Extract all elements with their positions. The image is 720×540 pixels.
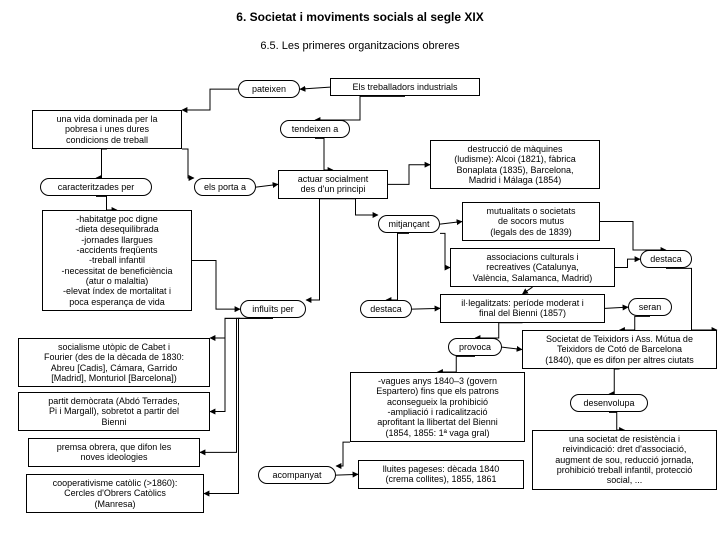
node-treballadors: Els treballadors industrials: [330, 78, 480, 96]
edge-tendeixen-actuar: [315, 138, 333, 170]
node-acompanyat: acompanyat: [258, 466, 336, 484]
node-resistencia: una societat de resistència ireivindicac…: [532, 430, 717, 490]
edge-provoca-teixidors: [502, 347, 522, 349]
node-tendeixen: tendeixen a: [280, 120, 350, 138]
edge-caracteritz-habitatge: [96, 196, 117, 210]
edge-actuar-mitjancant: [333, 199, 378, 215]
edge-acompanyat-lluites: [336, 474, 358, 475]
edge-porta-actuar: [256, 184, 278, 187]
node-desenvolupa: desenvolupa: [570, 394, 648, 412]
edge-influits-partit: [210, 318, 240, 411]
edge-associacions-destaca1: [615, 259, 640, 267]
edge-desenvolupa-resistencia: [609, 412, 625, 430]
node-vida: una vida dominada per lapobresa i unes d…: [32, 110, 182, 149]
edge-teixidors-desenvolupa: [609, 369, 620, 394]
edge-illegal-provoca: [475, 323, 523, 338]
node-seran: seran: [628, 298, 672, 316]
edge-vida-porta: [182, 149, 194, 178]
edge-habitatge-influits: [192, 261, 240, 310]
node-premsa: premsa obrera, que difon lesnoves ideolo…: [28, 438, 200, 467]
edge-seran-teixidors: [620, 316, 651, 330]
edge-mutualitats-destaca1: [600, 222, 666, 250]
node-vagues: -vagues anys 1840–3 (governEspartero) fi…: [350, 372, 525, 442]
node-destaca1: destaca: [640, 250, 692, 268]
node-habitatge: -habitatge poc digne-dieta desequilibrad…: [42, 210, 192, 311]
edge-mitjancant-mutualitats: [440, 222, 462, 225]
node-caracteritz: caracteritzades per: [40, 178, 152, 196]
edge-mitjancant-destaca2: [386, 233, 409, 300]
edge-destaca1-teixidors: [666, 268, 717, 330]
node-teixidors: Societat de Teixidors i Ass. Mútua deTei…: [522, 330, 717, 369]
edge-vida-caracteritz: [96, 149, 107, 178]
edge-associacions-illegal: [523, 287, 533, 294]
node-associacions: associacions culturals irecreatives (Cat…: [450, 248, 615, 287]
node-mutualitats: mutualitats o societatsde socors mutus(l…: [462, 202, 600, 241]
edge-pateixen-vida: [182, 89, 238, 110]
node-destruccio: destrucció de màquines(ludisme): Alcoi (…: [430, 140, 600, 189]
node-porta: els porta a: [194, 178, 256, 196]
edge-treballadors-pateixen: [300, 87, 330, 89]
node-lluites: lluites pageses: dècada 1840(crema colli…: [358, 460, 524, 489]
edge-actuar-influits: [306, 199, 333, 300]
edge-destaca2-illegal: [412, 308, 440, 309]
edge-actuar-destruccio: [388, 165, 430, 185]
node-actuar: actuar socialmentdes d'un principi: [278, 170, 388, 199]
node-destaca2: destaca: [360, 300, 412, 318]
node-coop: cooperativisme catòlic (>1860):Cercles d…: [26, 474, 204, 513]
edge-illegal-seran: [605, 307, 628, 308]
edge-treballadors-tendeixen: [315, 96, 405, 120]
edge-mitjancant-associacions: [440, 233, 450, 267]
node-mitjancant: mitjançant: [378, 215, 440, 233]
node-illegal: il·legalitzats: període moderat ifinal d…: [440, 294, 605, 323]
node-partit: partit demòcrata (Abdó Terrades,Pi i Mar…: [18, 392, 210, 431]
node-socialisme: socialisme utòpic de Cabet iFourier (des…: [18, 338, 210, 387]
node-provoca: provoca: [448, 338, 502, 356]
node-pateixen: pateixen: [238, 80, 300, 98]
node-influits: influïts per: [240, 300, 306, 318]
edge-provoca-vagues: [438, 356, 476, 372]
edge-vagues-acompanyat: [336, 442, 350, 466]
